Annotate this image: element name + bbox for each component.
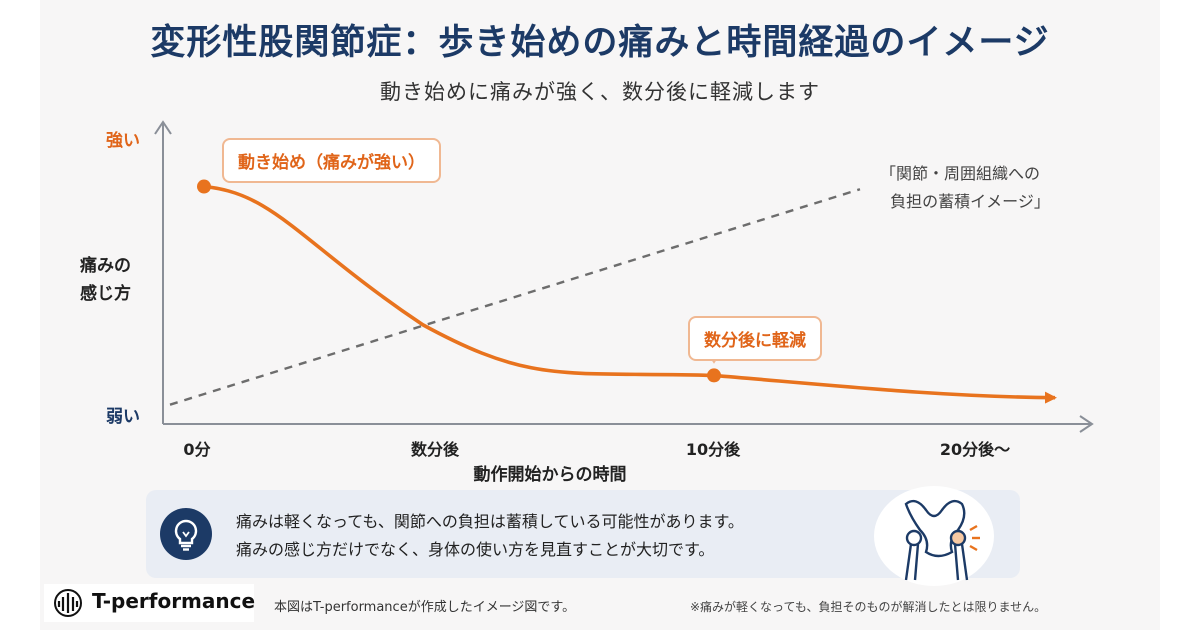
trend-annotation: 「関節・周囲組織への 負担の蓄積イメージ」 (880, 164, 1050, 211)
y-top-label: 強い (106, 131, 140, 151)
hip-illustration (874, 486, 994, 586)
lightbulb-icon (174, 519, 198, 551)
callout-start: 動き始め（痛みが強い） (222, 138, 441, 183)
y-bottom-label: 弱い (106, 407, 140, 427)
lightbulb-badge (160, 508, 212, 560)
note-line-1: 痛みは軽くなっても、関節への負担は蓄積している可能性があります。 (236, 512, 744, 531)
y-axis-title: 痛みの 感じ方 (80, 252, 150, 308)
x-axis-arrow (1079, 415, 1094, 433)
note-line-2: 痛みの感じ方だけでなく、身体の使い方を見直すことが大切です。 (236, 540, 715, 559)
callout-reduced: 数分後に軽減 (688, 316, 822, 361)
x-tick-label: 20分後〜 (939, 440, 1011, 459)
data-point (197, 179, 211, 194)
series-solid-line (203, 184, 1057, 404)
logo-wordmark: T-performance (92, 589, 256, 613)
series-dashed-line (169, 188, 861, 406)
y-axis-arrow (154, 120, 172, 135)
page-subtitle: 動き始めに痛みが強く、数分後に軽減します (380, 80, 820, 104)
x-axis-title: 動作開始からの時間 (473, 465, 627, 485)
x-tick-label: 数分後 (410, 440, 460, 459)
hip-joint-icon (904, 499, 980, 581)
x-tick-label: 10分後 (685, 440, 741, 459)
data-point (707, 368, 721, 383)
logo-emblem-icon (54, 589, 82, 617)
footer-credit: 本図はT-performanceが作成したイメージ図です。 (274, 600, 576, 615)
x-tick-label: 0分 (183, 440, 211, 459)
y-axis-title-line2: 感じ方 (80, 284, 131, 304)
footer-disclaimer: ※痛みが軽くなっても、負担そのものが解消したとは限りません。 (690, 600, 1047, 614)
y-axis-title-line1: 痛みの (80, 256, 131, 276)
page-title: 変形性股関節症：歩き始めの痛みと時間経過のイメージ (150, 23, 1050, 63)
note-text: 痛みは軽くなっても、関節への負担は蓄積している可能性があります。 痛みの感じ方だ… (236, 508, 744, 564)
logo-panel (44, 584, 254, 622)
